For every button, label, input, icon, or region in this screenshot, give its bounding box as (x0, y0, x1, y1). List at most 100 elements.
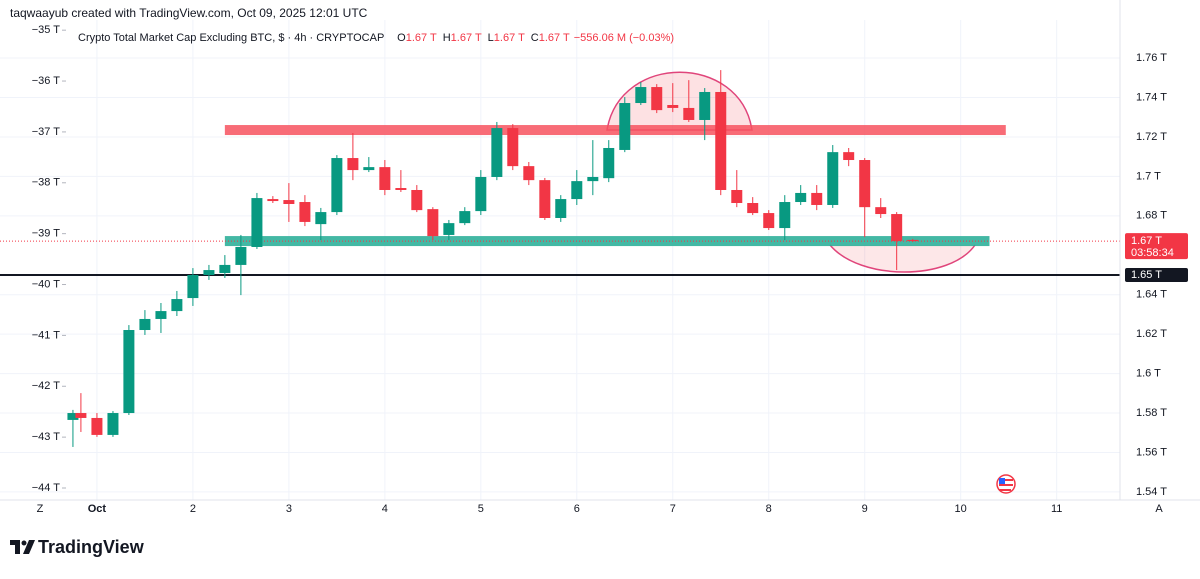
candle-body (683, 107, 695, 120)
y2-tick-label: −43 T (32, 431, 61, 443)
y2-tick-label: −41 T (32, 329, 61, 341)
candle-body (251, 198, 263, 247)
candle-body (715, 91, 727, 190)
legend-value: 1.67 T (406, 32, 437, 44)
brand-name: TradingView (38, 537, 145, 557)
candle-body (763, 213, 775, 229)
candle-body (891, 214, 903, 242)
candle-body (907, 239, 919, 242)
candle-body (795, 192, 807, 203)
legend-change: −556.06 M (−0.03%) (574, 32, 674, 44)
x-tick-label: 3 (286, 503, 292, 515)
price-label: 1.65 T (1131, 269, 1162, 281)
corner-right: A (1155, 503, 1163, 515)
y-tick-label: 1.72 T (1136, 131, 1167, 143)
candle-body (667, 104, 679, 108)
legend-title: Crypto Total Market Cap Excluding BTC, $… (78, 32, 384, 44)
candle-body (875, 207, 887, 215)
x-tick-label: 4 (382, 503, 388, 515)
brand-logo: TradingView (10, 537, 145, 557)
credit: taqwaayub created with TradingView.com, … (10, 6, 368, 20)
candle-body (731, 189, 743, 204)
y-tick-label: 1.62 T (1136, 328, 1167, 340)
candle-body (139, 318, 151, 331)
candle-body (107, 413, 119, 435)
bowl-drawing (829, 244, 976, 273)
candle-body (635, 87, 647, 104)
candle-body (187, 274, 199, 299)
candle-body (747, 203, 759, 214)
axes: 1.76 T 1.74 T 1.72 T 1.7 T 1.68 T 1.64 T 1.62 … (0, 0, 1200, 515)
y-tick-label: 1.7 T (1136, 170, 1161, 182)
y-tick-label: 1.76 T (1136, 52, 1167, 64)
legend-key: O (397, 32, 406, 44)
legend-key: H (443, 32, 451, 44)
legend-key: C (531, 32, 539, 44)
candle-body (539, 180, 551, 218)
legend-key: L (488, 32, 494, 44)
x-tick-label: 5 (478, 503, 484, 515)
y-tick-label: 1.68 T (1136, 210, 1167, 222)
y-tick-label: 1.74 T (1136, 91, 1167, 103)
legend-value: 1.67 T (539, 32, 570, 44)
price-label-box (1125, 267, 1188, 282)
price-label-box (1125, 233, 1188, 260)
y-tick-label: 1.54 T (1136, 486, 1167, 498)
candles (67, 70, 919, 447)
candle-body (571, 181, 583, 200)
legend: Crypto Total Market Cap Excluding BTC, $… (78, 32, 674, 44)
candle-body (459, 211, 471, 224)
x-tick-label: 2 (190, 503, 196, 515)
x-tick-label: 7 (670, 503, 676, 515)
y-tick-label: 1.64 T (1136, 289, 1167, 301)
candle-body (67, 413, 79, 420)
flag-icon (996, 474, 1016, 494)
candle-body (523, 166, 535, 181)
candle-body (491, 128, 503, 177)
candle-body (651, 87, 663, 111)
candle-body (443, 223, 455, 235)
candle-body (811, 192, 823, 205)
y2-tick-label: −39 T (32, 228, 61, 240)
candle-body (411, 189, 423, 211)
candle-body (507, 128, 519, 167)
y-tick-label: 1.58 T (1136, 407, 1167, 419)
candle-body (299, 202, 311, 222)
candle-body (475, 176, 487, 212)
candle-body (91, 417, 103, 435)
x-tick-label: 10 (955, 503, 967, 515)
candle-body (555, 199, 567, 218)
y-tick-label: 1.56 T (1136, 446, 1167, 458)
y-tick-label: 1.6 T (1136, 367, 1161, 379)
candle-body (427, 209, 439, 237)
candle-body (235, 246, 247, 265)
candle-body (859, 160, 871, 208)
price-label: 1.67 T (1131, 235, 1162, 247)
candle-body (171, 299, 183, 312)
candle-body (123, 330, 135, 414)
candle-body (779, 202, 791, 229)
candle-body (379, 167, 391, 190)
y2-tick-label: −37 T (32, 126, 61, 138)
y2-tick-label: −35 T (32, 24, 61, 36)
candle-body (315, 212, 327, 225)
candle-body (363, 167, 375, 171)
corner-left: Z (37, 503, 44, 515)
y2-tick-label: −36 T (32, 75, 61, 87)
candle-body (587, 176, 599, 182)
candle-body (331, 158, 343, 213)
x-tick-label: 8 (766, 503, 772, 515)
grid (0, 20, 1120, 500)
candle-body (843, 152, 855, 161)
candle-body (155, 311, 167, 319)
legend-value: 1.67 T (451, 32, 482, 44)
level-band (224, 236, 990, 247)
y2-tick-label: −42 T (32, 380, 61, 392)
candle-body (283, 200, 295, 204)
legend-value: 1.67 T (494, 32, 525, 44)
candle-body (827, 152, 839, 205)
price-timer: 03:58:34 (1131, 247, 1174, 259)
candle-body (75, 413, 87, 418)
y2-tick-label: −38 T (32, 177, 61, 189)
